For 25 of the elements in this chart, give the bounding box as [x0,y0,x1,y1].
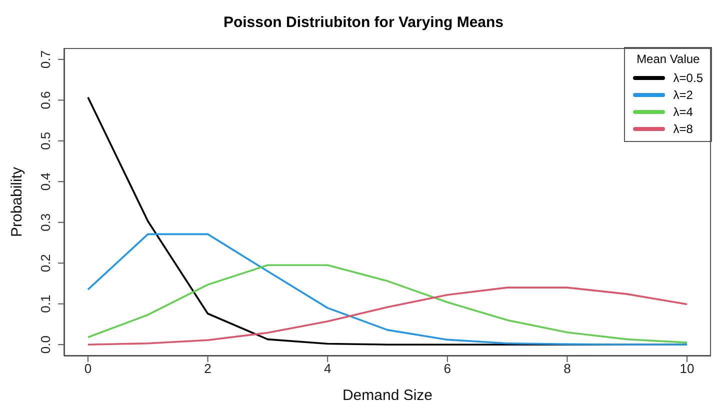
y-tick-label: 0.4 [38,172,53,191]
x-axis-title: Demand Size [342,387,433,404]
legend-label: λ=8 [673,122,693,136]
y-tick-label: 0.5 [38,132,53,150]
y-tick-label: 0.2 [38,254,53,272]
legend-label: λ=0.5 [673,70,703,84]
x-tick-label: 6 [444,361,452,376]
line-series [87,233,688,346]
x-tick-label: 0 [84,361,92,376]
x-tick-label: 8 [564,361,571,376]
y-axis-title: Probability [8,166,26,238]
chart-title: Poisson Distriubiton for Varying Means [222,13,505,33]
legend-label: λ=2 [673,88,693,102]
line-series [87,286,688,346]
y-tick-label: 0.1 [38,294,53,313]
legend-title: Mean Value [636,52,701,66]
line-series [87,264,688,344]
x-tick-label: 4 [324,361,332,376]
y-tick-label: 0.7 [38,50,53,68]
y-tick-label: 0.0 [38,336,53,354]
x-tick-label: 10 [680,361,694,376]
y-tick-label: 0.3 [38,213,53,232]
legend-label: λ=4 [673,104,693,118]
x-tick-label: 2 [204,361,212,376]
y-tick-label: 0.6 [38,91,53,110]
